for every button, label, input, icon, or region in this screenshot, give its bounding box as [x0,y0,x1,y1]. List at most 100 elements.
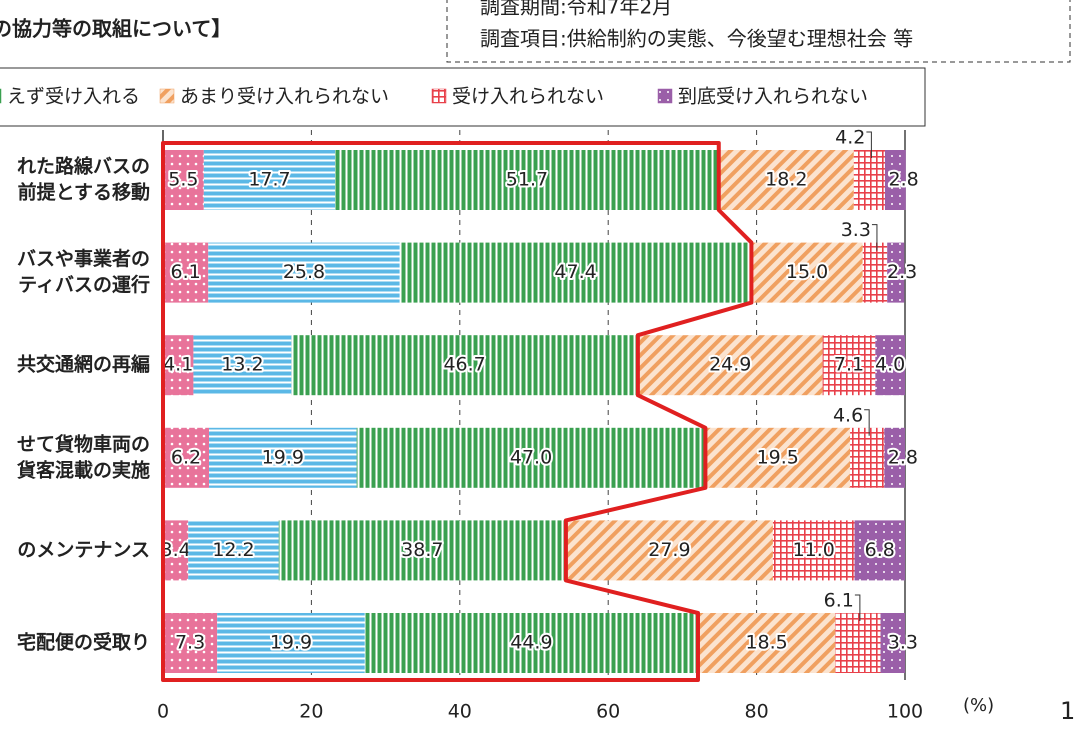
x-tick-label: 40 [448,701,472,723]
y-tick-label: 前提とする移動 [18,181,150,204]
label-leader [871,224,878,251]
bar-segment [163,335,194,396]
value-label: 6.2 [171,446,201,468]
x-tick-label: 80 [745,701,769,723]
bar-segment [209,427,357,488]
y-tick-label: れた路線バスの [17,155,150,178]
value-label: 27.9 [648,539,690,561]
y-tick-label: のメンテナンス [17,539,150,561]
note: 調査期間:令和7年2月 [480,0,672,19]
x-tick-label: 100 [887,701,923,723]
bar-segment [291,335,638,396]
bar-segment [835,613,881,673]
value-label: 3.3 [888,632,918,654]
y-tick-label: 共交通網の再編 [17,353,150,376]
legend-swatch [0,88,2,104]
bar-segment [399,242,752,303]
value-label: 11.0 [793,539,835,561]
bar-segment [887,242,905,303]
value-label: 46.7 [443,354,485,376]
value-label: 7.3 [175,632,205,654]
value-label: 7.1 [834,354,864,376]
label-leader [864,409,870,436]
legend-swatch [431,88,447,104]
x-tick-label: 0 [157,701,169,723]
bar-segment [875,335,905,396]
bar-segment [163,427,210,488]
bar-segment [751,242,863,303]
bar-segment [884,150,906,210]
x-tick-label: 20 [299,701,323,723]
bar-segment [163,520,189,581]
value-label: 12.2 [212,539,254,561]
bar-segment [203,150,336,210]
value-label: 25.8 [283,261,325,283]
value-label: 4.6 [833,404,863,426]
bar-segment [278,520,566,581]
bar-segment [850,427,885,488]
value-label: 4.0 [875,354,905,376]
y-tick-label: ティバスの運行 [18,273,150,296]
y-tick-label: 貨客混載の実施 [16,458,150,481]
bar-segment [208,242,400,303]
highlight-outline [161,141,754,682]
value-label: 2.8 [888,446,918,468]
legend-swatch [657,88,673,104]
value-label: 47.4 [554,261,596,283]
value-label: 6.8 [865,539,895,561]
bar-segment [697,613,836,673]
bar-segment [356,427,706,488]
bar-segment [853,150,885,210]
bar-segment [880,613,905,673]
bar-segment [862,242,888,303]
x-tick-label: 60 [596,701,620,723]
value-label: 44.9 [510,632,552,654]
legend-label: あまり受け入れられない [180,86,389,108]
value-label: 6.1 [171,261,201,283]
bar-segment [163,613,218,673]
y-tick-label: せて貨物車両の [17,432,150,455]
legend-label: えず受け入れる [7,86,140,108]
value-label: 6.1 [824,590,854,612]
x-unit: (%) [963,695,994,716]
legend-label: 到底受け入れられない [678,86,868,108]
bar-segment [188,520,279,581]
legend-box [0,67,926,127]
legend-label: 受け入れられない [452,86,604,108]
value-label: 51.7 [506,169,548,191]
chart-title: の協力等の取組について】 [0,17,231,41]
value-label: 4.1 [163,354,193,376]
value-label: 13.2 [221,354,263,376]
label-leader [854,594,861,621]
value-label: 2.3 [887,261,917,283]
page-number: 1 [1060,697,1075,725]
value-label: 19.9 [262,446,304,468]
value-label: 19.5 [757,446,799,468]
value-label: 38.7 [401,539,443,561]
bar-segment [163,242,209,303]
bar-segment [364,613,698,673]
value-label: 17.7 [248,169,290,191]
bar-segment [217,613,365,673]
value-label: 3.4 [161,539,191,561]
label-leader [866,131,872,158]
bar-segment [637,335,823,396]
value-label: 18.5 [745,632,787,654]
bar-segment [772,520,855,581]
value-label: 24.9 [709,354,751,376]
bar-segment [718,150,854,210]
bar-segment [705,427,851,488]
legend-swatch [159,88,175,104]
y-tick-label: 宅配便の受取り [17,631,150,654]
y-tick-label: バスや事業者の [17,247,150,270]
bar-segment [163,150,204,210]
bar-segment [335,150,719,210]
bar-segment [193,335,292,396]
value-label: 2.8 [889,169,919,191]
value-label: 47.0 [510,446,552,468]
bar-segment [884,427,905,488]
note: 調査項目:供給制約の実態、今後望む理想社会 等 [480,27,913,51]
value-label: 19.9 [270,632,312,654]
